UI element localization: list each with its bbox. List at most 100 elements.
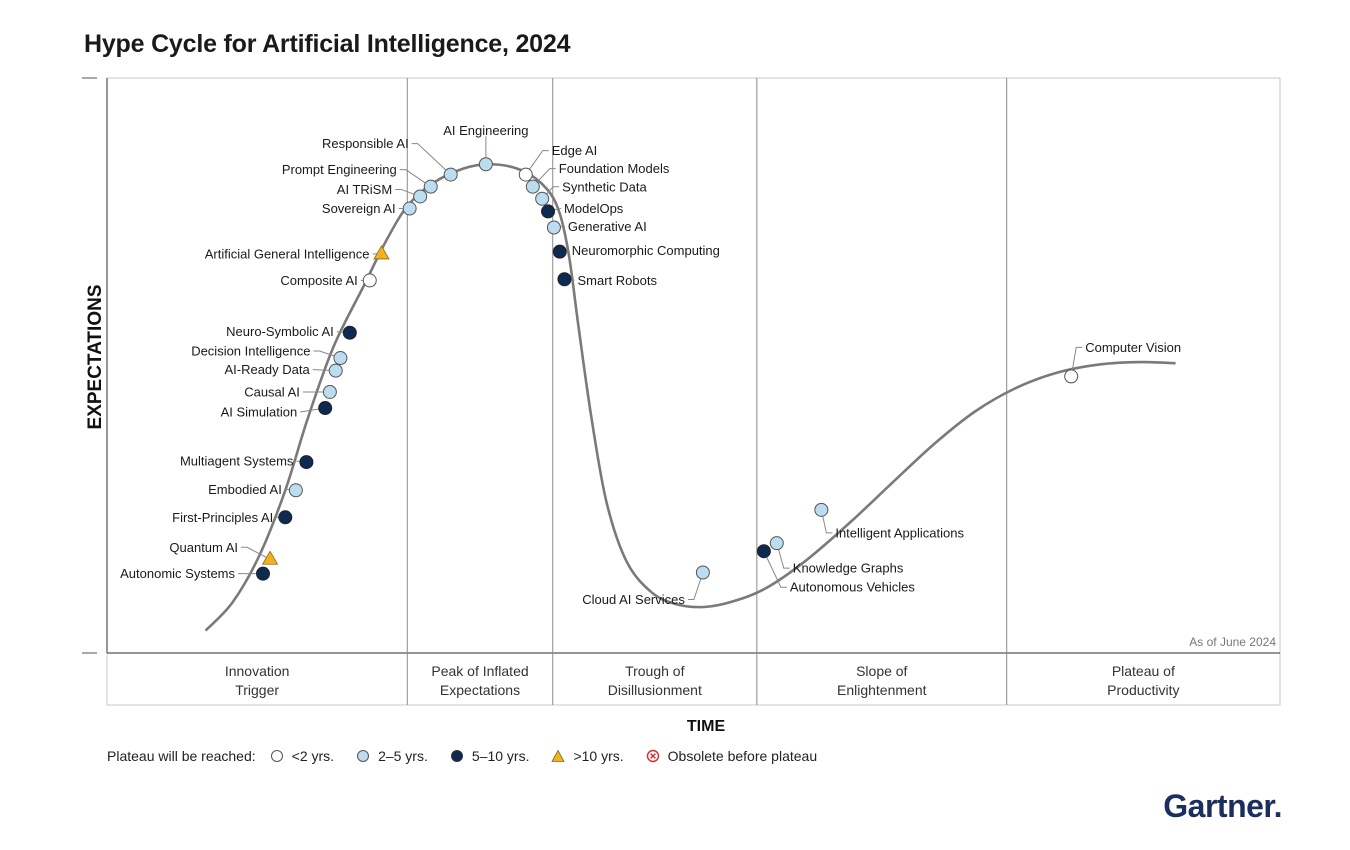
chart-title: Hype Cycle for Artificial Intelligence, … [84, 30, 571, 58]
phase-label: Disillusionment [608, 682, 702, 698]
point-label: Cloud AI Services [582, 592, 685, 607]
point-marker [557, 272, 572, 287]
triangle-yellow-icon [551, 749, 566, 762]
legend-text-5to10: 5–10 yrs. [471, 748, 530, 764]
point-marker [318, 401, 333, 416]
point-marker [769, 536, 784, 551]
point-marker [525, 179, 540, 194]
point-marker [541, 204, 556, 219]
brand-text: Gartner [1163, 788, 1274, 824]
point-marker [278, 510, 293, 525]
point-marker [552, 244, 567, 259]
point-label: AI TRiSM [337, 182, 392, 197]
obsolete-x-icon [646, 749, 659, 763]
point-marker [288, 483, 303, 498]
leader-line [820, 509, 833, 534]
point-label: Synthetic Data [562, 179, 647, 194]
legend-text-2to5: 2–5 yrs. [378, 748, 428, 764]
phase-label: Trigger [235, 682, 279, 698]
leader-line [241, 546, 271, 560]
legend-text-lt2: <2 yrs. [291, 748, 335, 764]
point-marker [328, 363, 343, 378]
phase-label: Enlightenment [837, 682, 927, 698]
point-marker [535, 191, 550, 206]
point-label: Autonomic Systems [120, 566, 235, 581]
point-marker [546, 220, 561, 235]
point-label: Sovereign AI [322, 201, 396, 216]
phase-label: Trough of [625, 663, 685, 679]
point-label: AI Engineering [443, 123, 528, 138]
phase-label: Productivity [1107, 682, 1179, 698]
point-label: AI Simulation [221, 405, 298, 420]
point-marker [342, 325, 357, 340]
point-label: Smart Robots [577, 273, 657, 288]
point-label: Composite AI [280, 273, 357, 288]
legend-item-lt2: <2 yrs. [270, 748, 334, 764]
gartner-logo: Gartner. [1163, 788, 1282, 825]
point-label: Multiagent Systems [180, 454, 294, 469]
point-label: Foundation Models [559, 161, 670, 176]
leader-line [399, 169, 432, 188]
point-label: Edge AI [552, 143, 598, 158]
point-marker [373, 245, 390, 260]
point-label: Autonomous Vehicles [790, 580, 916, 595]
hype-curve [204, 162, 1176, 632]
leader-line [411, 143, 452, 175]
point-label: Quantum AI [169, 540, 238, 555]
leader-line [532, 168, 556, 188]
leader-line [687, 572, 704, 600]
leader-line [763, 551, 787, 588]
legend-item-5to10: 5–10 yrs. [450, 748, 530, 764]
point-label: Neuro-Symbolic AI [226, 324, 334, 339]
leader-line [313, 350, 341, 359]
leader-line [525, 150, 549, 175]
leader-line [1070, 346, 1083, 377]
phase-label: Expectations [440, 682, 520, 698]
point-label: Neuromorphic Computing [572, 243, 720, 258]
point-marker [478, 157, 493, 172]
phase-label: Plateau of [1112, 663, 1175, 679]
leader-line [776, 543, 790, 569]
y-axis-label: EXPECTATIONS [85, 285, 106, 430]
point-label: Generative AI [568, 219, 647, 234]
legend-item-2to5: 2–5 yrs. [356, 748, 428, 764]
point-marker [423, 179, 438, 194]
circle-dark-blue-icon [450, 750, 463, 762]
point-marker [756, 544, 771, 559]
point-marker [402, 201, 417, 216]
point-marker [518, 167, 533, 182]
point-label: Embodied AI [208, 482, 282, 497]
point-marker [413, 189, 428, 204]
phase-label: Innovation [225, 663, 290, 679]
point-label: Causal AI [244, 384, 300, 399]
phase-label: Peak of Inflated [431, 663, 528, 679]
point-label: Computer Vision [1085, 340, 1181, 355]
circle-light-blue-icon [357, 750, 370, 762]
point-label: Decision Intelligence [191, 344, 310, 359]
point-label: First-Principles AI [172, 510, 273, 525]
point-marker [362, 273, 377, 288]
point-label: Artificial General Intelligence [205, 246, 370, 261]
legend-label: Plateau will be reached: [107, 748, 256, 764]
point-label: AI-Ready Data [224, 362, 310, 377]
point-marker [256, 566, 271, 581]
point-marker [695, 565, 710, 580]
brand-dot: . [1273, 788, 1283, 824]
legend-item-obsolete: Obsolete before plateau [646, 748, 817, 764]
point-marker [261, 550, 279, 565]
point-label: Responsible AI [322, 136, 409, 151]
point-label: Intelligent Applications [835, 525, 964, 540]
legend: Plateau will be reached: <2 yrs. 2–5 yrs… [107, 748, 839, 764]
point-marker [333, 351, 348, 366]
point-label: Knowledge Graphs [793, 561, 904, 576]
x-axis-label: TIME [687, 718, 726, 735]
point-label: ModelOps [564, 201, 624, 216]
point-marker [322, 384, 337, 399]
legend-text-gt10: >10 yrs. [573, 748, 624, 764]
as-of-annotation: As of June 2024 [1189, 635, 1276, 649]
point-label: Prompt Engineering [282, 162, 397, 177]
point-marker [299, 455, 314, 470]
point-marker [814, 502, 829, 517]
point-marker [443, 167, 458, 182]
